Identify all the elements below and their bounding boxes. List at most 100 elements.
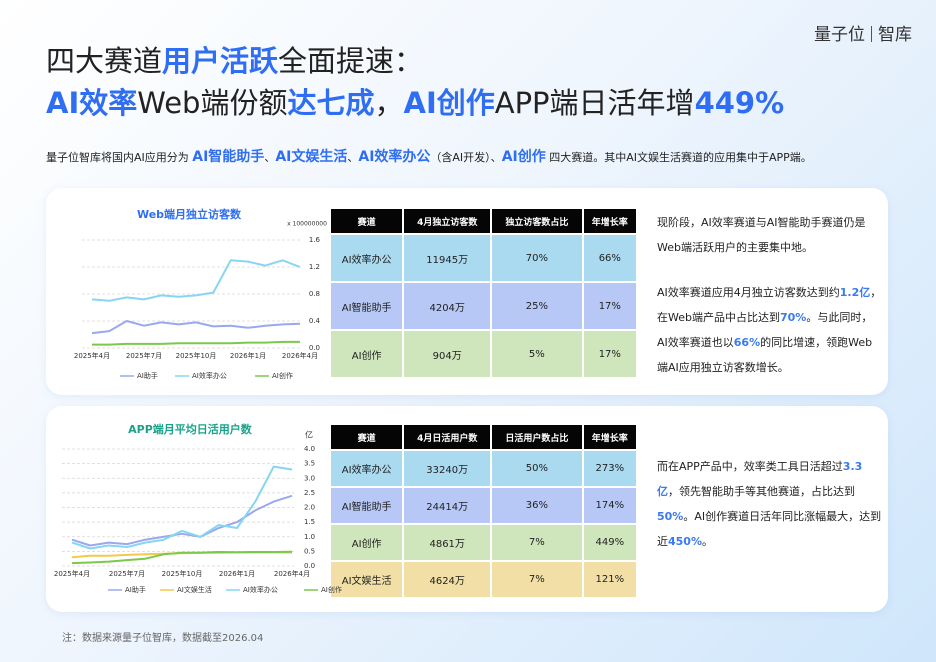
legend-label: AI效率办公 bbox=[192, 371, 227, 380]
y-tick-label: 4.0 bbox=[304, 445, 315, 453]
legend-label: AI文娱生活 bbox=[177, 585, 212, 594]
table-cell: 273% bbox=[583, 451, 636, 486]
y-tick-label: 1.2 bbox=[309, 263, 320, 271]
text-run: 的同比增速，领跑Web端AI应用独立访客数增长。 bbox=[657, 336, 873, 374]
highlight-text: 70% bbox=[779, 311, 807, 324]
table-cell: 4204万 bbox=[404, 283, 491, 329]
text-run: ，在Web端产品中占比达到 bbox=[657, 286, 882, 324]
table-cell: 17% bbox=[583, 331, 636, 377]
footnote: 注：数据来源量子位智库，数据截至2026.04 bbox=[62, 633, 264, 644]
table-cell: AI效率办公 bbox=[331, 235, 403, 281]
highlight-text: AI效率 bbox=[46, 86, 138, 120]
highlight-text: 3.3亿 bbox=[657, 460, 863, 498]
text-run: APP端日活年增 bbox=[494, 86, 695, 120]
table-cell: 4861万 bbox=[404, 525, 491, 560]
text-run: 量子位智库将国内AI应用分为 bbox=[46, 151, 193, 164]
chart-title: APP端月平均日活用户数 bbox=[128, 422, 253, 436]
text-run: ，领先智能助手等其他赛道，占比达到 bbox=[668, 485, 855, 498]
legend-label: AI创作 bbox=[272, 371, 293, 380]
note: 现阶段，AI效率赛道与AI智能助手赛道仍是Web端活跃用户的主要集中地。 AI效率… bbox=[657, 210, 882, 400]
highlight-text: AI效率办公 bbox=[358, 149, 431, 165]
text-run: ， bbox=[374, 86, 404, 120]
table-cell: 7% bbox=[492, 562, 582, 597]
y-tick-label: 1.0 bbox=[304, 533, 315, 541]
table-cell: 449% bbox=[583, 525, 636, 560]
table-row: AI创作 904万 5% 17% bbox=[331, 331, 636, 377]
table-cell: 17% bbox=[583, 283, 636, 329]
table-cell: 66% bbox=[583, 235, 636, 281]
x-tick-label: 2025年4月 bbox=[54, 569, 90, 578]
table-row: AI效率办公 11945万 70% 66% bbox=[331, 235, 636, 281]
table-cell: 5% bbox=[492, 331, 582, 377]
highlight-text: 50% bbox=[657, 510, 684, 523]
legend-label: AI创作 bbox=[321, 585, 342, 594]
text-run: 全面提速： bbox=[278, 44, 424, 78]
table-row: AI智能助手 4204万 25% 17% bbox=[331, 283, 636, 329]
x-tick-label: 2026年4月 bbox=[274, 569, 310, 578]
highlight-text: 66% bbox=[733, 336, 761, 349]
line-series bbox=[71, 494, 293, 547]
table-cell: 121% bbox=[583, 562, 636, 597]
title-line: AI效率Web端份额达七成，AI创作APP端日活年增449% bbox=[46, 80, 784, 122]
text-run: 。AI创作赛道日活年同比涨幅最大，达到近 bbox=[657, 510, 882, 548]
table-cell: AI智能助手 bbox=[331, 283, 403, 329]
x-tick-label: 2025年4月 bbox=[74, 351, 110, 360]
header-row: 赛道 4月独立访客数 独立访客数占比 年增长率 bbox=[331, 209, 636, 233]
table-cell: 36% bbox=[492, 488, 582, 523]
y-tick-label: 1.6 bbox=[309, 236, 321, 244]
highlight-text: 450% bbox=[668, 535, 702, 548]
line-series bbox=[92, 340, 300, 346]
header-cell: 4月日活用户数 bbox=[404, 425, 491, 449]
highlight-text: AI文娱生活 bbox=[275, 149, 348, 165]
text-run: 四大赛道。其中AI文娱生活赛道的应用集中于APP端。 bbox=[545, 151, 812, 164]
header-cell: 年增长率 bbox=[583, 425, 636, 449]
text-run: 而在APP产品中，效率类工具日活超过 bbox=[657, 460, 843, 473]
highlight-text: 449% bbox=[694, 86, 785, 120]
header-row: 赛道 4月日活用户数 日活用户数占比 年增长率 bbox=[331, 425, 636, 449]
legend-label: AI助手 bbox=[125, 585, 146, 594]
text-run: 四大赛道 bbox=[46, 44, 163, 78]
x-tick-label: 2026年1月 bbox=[219, 569, 255, 578]
unit-label: 亿 bbox=[305, 430, 313, 440]
unit-label: x 100000000 bbox=[287, 221, 327, 228]
text-run: 。与此同时，AI效率赛道也以 bbox=[657, 311, 873, 349]
highlight-text: 达七成 bbox=[287, 86, 375, 120]
x-tick-label: 2025年7月 bbox=[126, 351, 162, 360]
table-row: AI效率办公 33240万 50% 273% bbox=[331, 451, 636, 486]
logo-brand: 量子位 bbox=[814, 25, 865, 45]
table-cell: AI智能助手 bbox=[331, 488, 403, 523]
header-cell: 独立访客数占比 bbox=[492, 209, 582, 233]
text-run: 。 bbox=[701, 535, 713, 548]
logo: 量子位 智库 bbox=[814, 20, 912, 45]
x-tick-label: 2025年7月 bbox=[109, 569, 145, 578]
text-run: （含AI开发）、 bbox=[430, 151, 502, 164]
y-tick-label: 0.0 bbox=[309, 344, 320, 352]
chart-title: Web端月独立访客数 bbox=[137, 207, 242, 221]
y-tick-label: 0.4 bbox=[309, 317, 321, 325]
table-row: AI文娱生活 4624万 7% 121% bbox=[331, 562, 636, 597]
header-cell: 年增长率 bbox=[583, 209, 636, 233]
legend-label: AI效率办公 bbox=[243, 585, 278, 594]
line-series bbox=[91, 259, 301, 302]
table-cell: 7% bbox=[492, 525, 582, 560]
x-tick-label: 2026年4月 bbox=[282, 351, 318, 360]
table-cell: AI文娱生活 bbox=[331, 562, 403, 597]
table-cell: 4624万 bbox=[404, 562, 491, 597]
table-cell: 24414万 bbox=[404, 488, 491, 523]
y-tick-label: 1.5 bbox=[304, 518, 315, 526]
highlight-text: AI智能助手 bbox=[192, 149, 265, 165]
x-tick-label: 2025年10月 bbox=[162, 569, 203, 578]
y-tick-label: 0.0 bbox=[304, 562, 315, 570]
header-cell: 赛道 bbox=[331, 209, 403, 233]
table-cell: AI创作 bbox=[331, 525, 403, 560]
header-cell: 4月独立访客数 bbox=[404, 209, 491, 233]
table-row: AI智能助手 24414万 36% 174% bbox=[331, 488, 636, 523]
note: 而在APP产品中，效率类工具日活超过3.3亿，领先智能助手等其他赛道，占比达到 5… bbox=[657, 454, 882, 574]
table-cell: 904万 bbox=[404, 331, 491, 377]
highlight-text: AI创作 bbox=[403, 86, 495, 120]
x-tick-label: 2026年1月 bbox=[230, 351, 266, 360]
paragraph: AI效率赛道应用4月独立访客数达到约1.2亿，在Web端产品中占比达到70%。与… bbox=[657, 280, 882, 380]
y-tick-label: 3.5 bbox=[304, 460, 315, 468]
table-cell: 174% bbox=[583, 488, 636, 523]
table-cell: AI效率办公 bbox=[331, 451, 403, 486]
